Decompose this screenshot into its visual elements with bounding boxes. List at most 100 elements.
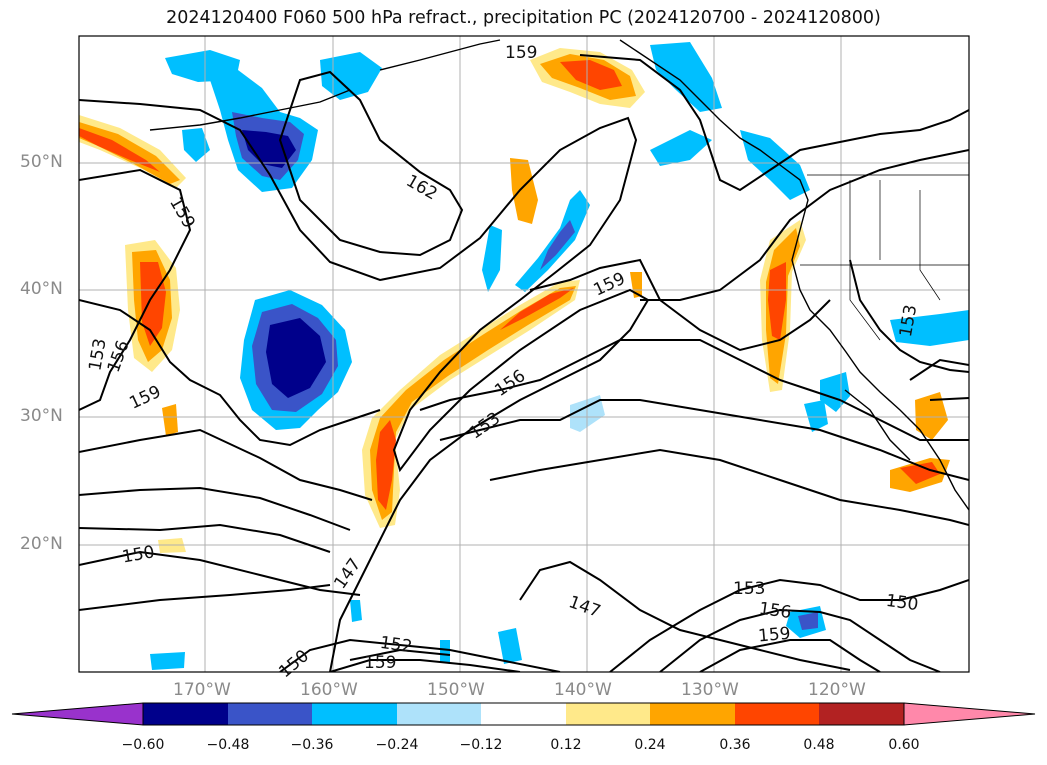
positive-anomaly-region	[500, 288, 574, 330]
colorbar-frame	[142, 702, 905, 726]
coastline	[844, 389, 911, 461]
colorbar-tick-label: −0.24	[375, 737, 419, 753]
contour-label: 156	[758, 599, 793, 623]
border	[849, 180, 881, 341]
contour-line	[419, 339, 969, 441]
contour-line	[79, 99, 650, 672]
contour-line	[278, 70, 464, 257]
negative-anomaly-region	[650, 42, 722, 112]
contour-label: 152	[379, 633, 414, 657]
colorbar-segment	[312, 703, 397, 725]
contour-line	[79, 550, 361, 596]
contour-line	[79, 299, 381, 447]
contour-line	[79, 168, 192, 411]
positive-anomaly-region	[140, 262, 166, 346]
lon-label: 160°W	[300, 680, 358, 700]
positive-anomaly-region	[768, 262, 786, 340]
negative-anomaly-region	[440, 640, 450, 664]
contour-line	[79, 428, 373, 501]
contour-line	[849, 259, 969, 373]
contour-line	[329, 659, 521, 672]
negative-anomaly-region	[320, 52, 382, 100]
negative-anomaly-region	[798, 612, 818, 630]
colorbar-segment	[650, 703, 735, 725]
precip-fill-layer	[79, 42, 969, 670]
contour-line	[79, 523, 331, 553]
colorbar-tick-label: 0.48	[803, 737, 835, 753]
colorbar-tick-label: −0.60	[121, 737, 165, 753]
contour-line	[79, 486, 351, 531]
lon-label: 130°W	[681, 680, 739, 700]
negative-anomaly-region	[650, 130, 712, 166]
contour-line	[439, 399, 969, 481]
positive-anomaly-region	[370, 286, 576, 520]
positive-anomaly-region	[510, 158, 538, 224]
contour-line	[699, 639, 881, 672]
lon-label: 140°W	[554, 680, 612, 700]
negative-anomaly-region	[165, 50, 240, 82]
contour-label: 159	[505, 43, 537, 63]
negative-anomaly-region	[804, 400, 828, 432]
border-layer	[800, 174, 969, 341]
lat-label: 20°N	[20, 534, 63, 554]
negative-anomaly-region	[515, 190, 590, 292]
positive-anomaly-region	[376, 420, 396, 510]
colorbar-tick-label: 0.12	[550, 737, 582, 753]
contour-line	[579, 54, 969, 192]
contour-label: 153	[733, 579, 765, 599]
positive-anomaly-region	[560, 60, 622, 90]
coastline	[149, 89, 351, 131]
colorbar-segment	[819, 703, 904, 725]
negative-anomaly-region	[540, 220, 575, 270]
colorbar-tick-label: 0.24	[634, 737, 666, 753]
positive-anomaly-region	[915, 392, 948, 440]
colorbar-extend-high	[903, 702, 1036, 726]
colorbar-tick-label: −0.36	[290, 737, 334, 753]
positive-anomaly-region	[162, 404, 178, 436]
contour-line	[929, 397, 969, 401]
contour-line	[659, 608, 941, 672]
plot-frame	[78, 35, 970, 673]
coastline	[379, 39, 501, 71]
coastline-layer	[149, 39, 969, 511]
colorbar-segment	[397, 703, 481, 725]
lat-label: 50°N	[20, 152, 63, 172]
colorbar-segment	[481, 703, 566, 725]
negative-anomaly-region	[482, 225, 502, 292]
colorbar-tick-label: 0.60	[888, 737, 920, 753]
positive-anomaly-region	[79, 128, 160, 172]
negative-anomaly-region	[182, 128, 210, 162]
colorbar-tick-label: −0.48	[206, 737, 250, 753]
negative-anomaly-region	[242, 130, 296, 168]
contour-line	[529, 258, 831, 352]
border	[919, 190, 941, 301]
colorbar-segment	[143, 703, 228, 725]
contour-line	[279, 638, 561, 672]
lat-label: 40°N	[20, 279, 63, 299]
plot-title: 2024120400 F060 500 hPa refract., precip…	[166, 8, 881, 28]
lon-label: 150°W	[427, 680, 485, 700]
contour-label: 159	[364, 653, 396, 673]
contour-label: 159	[757, 624, 791, 647]
plot-area	[79, 36, 969, 672]
colorbar-tick-label: 0.36	[719, 737, 751, 753]
graticule	[79, 36, 969, 672]
negative-anomaly-region	[498, 628, 522, 664]
colorbar	[11, 702, 1036, 726]
negative-anomaly-region	[890, 310, 969, 346]
negative-anomaly-region	[740, 130, 810, 200]
lon-label: 120°W	[808, 680, 866, 700]
lon-label: 170°W	[173, 680, 231, 700]
positive-anomaly-region	[900, 462, 940, 484]
colorbar-extend-low	[11, 702, 144, 726]
colorbar-tick-label: −0.12	[459, 737, 503, 753]
contour-line	[489, 448, 969, 526]
contour-line	[519, 560, 851, 671]
contour-line	[79, 584, 331, 611]
contour-line	[609, 578, 969, 672]
contour-layer	[79, 54, 969, 672]
colorbar-segment	[228, 703, 312, 725]
contour-line	[349, 648, 451, 661]
contour-line	[640, 149, 969, 301]
